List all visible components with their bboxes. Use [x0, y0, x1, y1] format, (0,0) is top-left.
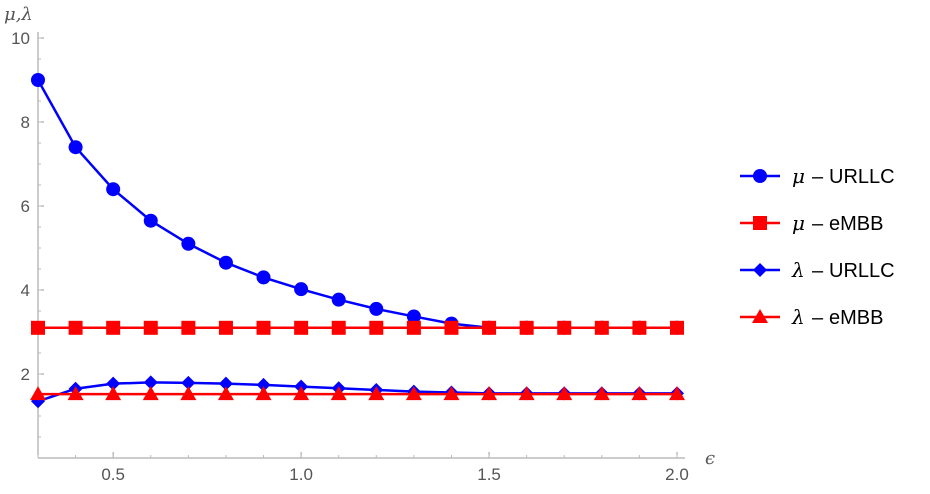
legend-marker — [753, 263, 767, 277]
data-point — [143, 375, 158, 390]
plot-area — [30, 73, 685, 409]
series-1 — [31, 320, 684, 335]
data-point — [256, 377, 271, 392]
data-point — [331, 292, 346, 307]
legend-label: URLLC — [829, 166, 895, 188]
data-point — [331, 320, 346, 335]
data-point — [31, 320, 45, 335]
legend-entry: μ – URLLC — [740, 164, 895, 188]
data-point — [369, 320, 384, 335]
data-point — [443, 386, 460, 401]
legend-symbol: λ — [791, 305, 805, 329]
data-point — [256, 270, 271, 285]
series-line — [37, 381, 677, 403]
legend-entry: μ – eMBB — [740, 211, 883, 235]
legend-marker — [752, 309, 768, 323]
legend-label: URLLC — [829, 260, 895, 282]
series-3 — [30, 386, 685, 401]
data-point — [255, 386, 272, 401]
y-ticks: 2 4 6 8 10 — [11, 29, 44, 438]
data-point — [256, 320, 271, 335]
data-point — [218, 255, 233, 270]
data-point — [218, 320, 233, 335]
legend-label: eMBB — [829, 213, 883, 235]
data-point — [180, 386, 197, 401]
data-point — [68, 320, 83, 335]
data-point — [330, 386, 347, 401]
data-point — [181, 375, 196, 390]
legend-dash: – — [812, 307, 824, 329]
data-point — [105, 386, 122, 401]
data-point — [444, 320, 459, 335]
data-point — [31, 73, 45, 87]
data-point — [294, 282, 309, 297]
data-point — [294, 320, 309, 335]
legend-dash: – — [812, 213, 824, 235]
data-point — [556, 386, 573, 401]
data-point — [406, 309, 421, 324]
x-tick-label: 1.5 — [477, 465, 501, 484]
data-point — [143, 213, 158, 228]
data-point — [482, 320, 497, 335]
series-0 — [31, 73, 684, 335]
x-ticks: 0.5 1.0 1.5 2.0 — [37, 452, 689, 484]
data-point — [670, 320, 684, 335]
y-tick-label: 2 — [21, 365, 30, 384]
y-tick-label: 4 — [21, 281, 30, 300]
data-point — [106, 376, 121, 391]
data-point — [218, 376, 233, 391]
data-point — [405, 386, 422, 401]
data-point — [368, 386, 385, 401]
legend-dash: – — [812, 260, 824, 282]
data-point — [106, 320, 121, 335]
legend-symbol: μ — [792, 211, 805, 235]
axes: 0.5 1.0 1.5 2.0 2 4 6 8 10 ϵ μ,λ — [4, 4, 715, 484]
data-point — [106, 182, 121, 197]
x-tick-label: 1.0 — [289, 465, 313, 484]
data-point — [67, 386, 84, 401]
data-point — [406, 320, 421, 335]
legend-entry: λ – eMBB — [740, 305, 883, 329]
data-point — [143, 320, 158, 335]
data-point — [293, 386, 310, 401]
data-point — [142, 386, 159, 401]
series-2 — [31, 375, 684, 409]
x-tick-label: 2.0 — [665, 465, 689, 484]
data-point — [632, 320, 647, 335]
y-tick-label: 6 — [21, 197, 30, 216]
data-point — [593, 386, 610, 401]
data-point — [481, 386, 498, 401]
data-point — [181, 320, 196, 335]
legend-symbol: μ — [792, 164, 805, 188]
data-point — [594, 320, 609, 335]
data-point — [30, 386, 46, 401]
data-point — [369, 301, 384, 316]
data-point — [557, 320, 572, 335]
legend-entry: λ – URLLC — [740, 258, 895, 282]
y-tick-label: 8 — [21, 113, 30, 132]
data-point — [68, 140, 83, 155]
data-point — [669, 386, 685, 401]
legend-marker — [753, 216, 767, 230]
legend-dash: – — [812, 166, 824, 188]
x-axis-label: ϵ — [705, 448, 715, 469]
data-point — [518, 386, 535, 401]
legend-marker — [753, 169, 767, 183]
legend-symbol: λ — [791, 258, 805, 282]
data-point — [631, 386, 648, 401]
x-tick-label: 0.5 — [101, 465, 125, 484]
data-point — [181, 236, 196, 251]
legend-label: eMBB — [829, 307, 883, 329]
data-point — [217, 386, 234, 401]
series-line — [36, 79, 677, 330]
y-axis-label: μ,λ — [4, 4, 33, 25]
data-point — [519, 320, 534, 335]
y-tick-label: 10 — [11, 29, 30, 48]
